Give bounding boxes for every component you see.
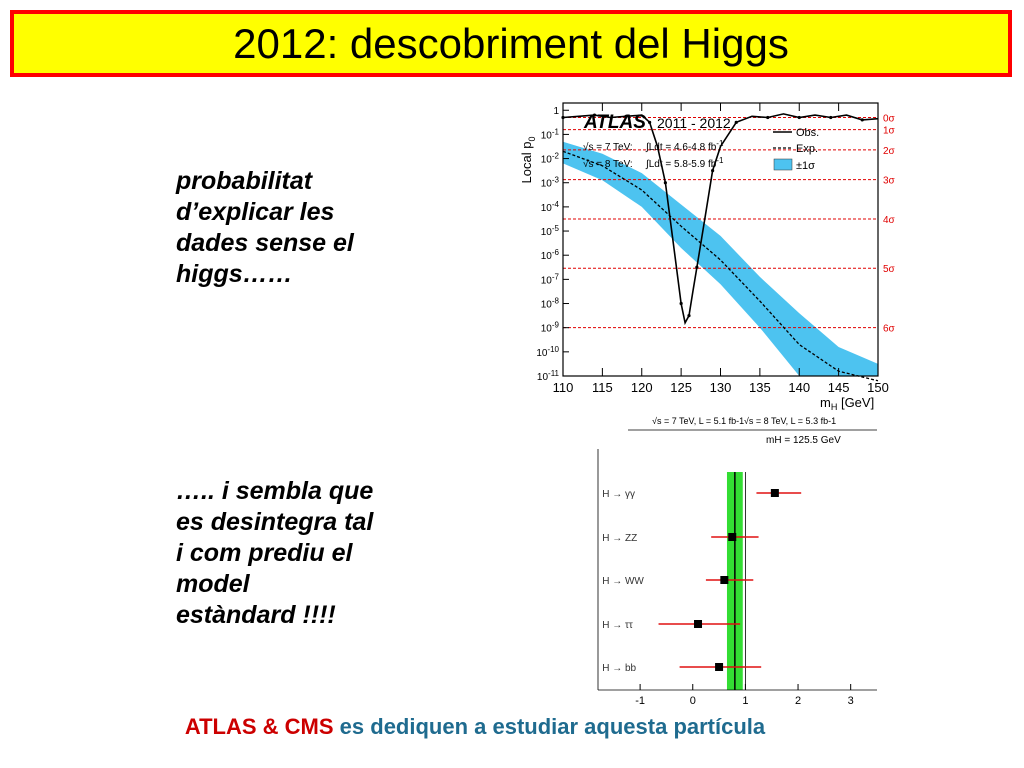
x-tick-label: 0 [690, 695, 696, 707]
observed-point [687, 314, 691, 318]
measurement-point [694, 620, 703, 628]
x-axis-label: mH [GeV] [820, 395, 874, 412]
mu-chart: √s = 7 TeV, L = 5.1 fb-1 √s = 8 TeV, L = … [597, 416, 877, 707]
y-tick-label: 10-5 [541, 224, 560, 238]
observed-point [624, 114, 628, 118]
observed-point [695, 265, 699, 269]
legend-exp-label: Exp. [796, 143, 818, 155]
y-tick-label: 10-1 [541, 127, 560, 141]
text-line: higgs…… [176, 260, 293, 288]
legend-obs-label: Obs. [796, 127, 819, 139]
x-tick-label: 3 [848, 695, 854, 707]
observed-point [766, 115, 770, 120]
x-tick-label: 140 [788, 380, 810, 395]
measurement-point [728, 533, 737, 541]
x-tick-label: 130 [710, 380, 732, 395]
lumi-label: ∫Ldt = 5.8-5.9 fb-1 [645, 156, 724, 170]
years-label: 2011 - 2012 [657, 115, 731, 131]
observed-line [562, 113, 879, 326]
x-tick-label: 145 [828, 380, 850, 395]
y-tick-label: 1 [553, 106, 559, 117]
x-tick-label: 135 [749, 380, 771, 395]
text-line: model [176, 570, 250, 598]
text-line: estàndard !!!! [176, 601, 336, 629]
observed-point [648, 120, 652, 124]
y-tick-label: 10-4 [541, 200, 560, 214]
footer-caption: ATLAS & CMS es dediquen a estudiar aques… [0, 714, 950, 740]
y-tick-label: 10-7 [541, 272, 560, 286]
text-block-decays: ….. i sembla que es desintegra tal i com p… [176, 476, 373, 631]
channel-label: H → γγ [602, 489, 635, 500]
x-tick-label: 125 [670, 380, 692, 395]
observed-point [734, 120, 738, 124]
mass-label: mH = 125.5 GeV [766, 435, 841, 446]
footer-text: es dediquen a estudiar aquesta partícula [339, 714, 766, 739]
measurement-point [715, 663, 724, 671]
x-tick-label: -1 [635, 695, 645, 707]
header-right: √s = 8 TeV, L = 5.3 fb-1 [744, 416, 836, 426]
energy-label: √s = 8 TeV: [583, 158, 633, 170]
text-line: ….. i sembla que [176, 477, 374, 505]
slide-title: 2012: descobriment del Higgs [233, 19, 789, 67]
observed-point [663, 181, 667, 185]
x-tick-label: 115 [592, 380, 613, 395]
energy-label: √s = 7 TeV: [583, 141, 633, 153]
sigma-label: 3σ [883, 176, 896, 187]
x-tick-label: 110 [553, 380, 574, 395]
sigma-label: 1σ [883, 126, 896, 137]
sigma-label: 6σ [883, 324, 896, 335]
y-axis-label: Local p0 [519, 137, 537, 184]
observed-point [679, 301, 683, 306]
observed-point [797, 115, 801, 120]
x-tick-label: 2 [795, 695, 801, 707]
y-tick-label: 10-11 [537, 369, 560, 383]
title-box: 2012: descobriment del Higgs [10, 10, 1012, 77]
y-tick-label: 10-2 [541, 152, 560, 166]
y-tick-label: 10-8 [541, 297, 560, 311]
observed-point [592, 113, 597, 117]
x-tick-label: 1 [742, 695, 748, 707]
experiment-label: ATLAS [583, 112, 646, 133]
header-left: √s = 7 TeV, L = 5.1 fb-1 [652, 416, 744, 426]
x-tick-label: 150 [867, 380, 889, 395]
text-block-probability: probabilitat d’explicar les dades sense el… [176, 166, 354, 290]
channel-label: H → ττ [602, 620, 633, 631]
y-tick-label: 10-9 [541, 321, 560, 335]
observed-point [711, 169, 715, 173]
text-line: i com prediu el [176, 539, 353, 567]
lumi-label: ∫Ldt = 4.6-4.8 fb-1 [645, 139, 724, 153]
channel-label: H → bb [602, 663, 636, 674]
sigma-label: 2σ [883, 146, 896, 157]
sigma-label: 0σ [883, 114, 896, 125]
sigma-label: 4σ [883, 215, 896, 226]
observed-point [860, 118, 864, 122]
y-tick-label: 10-10 [536, 345, 559, 359]
legend-band-label: ±1σ [796, 160, 815, 172]
y-tick-label: 10-3 [541, 176, 560, 190]
measurement-point [770, 489, 779, 497]
x-tick-label: 120 [631, 380, 653, 395]
observed-point [829, 115, 833, 120]
channel-label: H → WW [602, 576, 644, 587]
legend-band-swatch [773, 158, 793, 171]
y-tick-label: 10-6 [541, 248, 560, 262]
sigma-label: 5σ [883, 264, 896, 275]
text-line: probabilitat [176, 167, 313, 195]
expected-line [562, 150, 879, 382]
expected-band [563, 141, 878, 376]
footer-highlight: ATLAS & CMS [184, 714, 334, 739]
channel-label: H → ZZ [602, 533, 637, 544]
text-line: d’explicar les [176, 198, 335, 226]
text-line: es desintegra tal [176, 508, 374, 536]
text-line: dades sense el [176, 229, 354, 257]
measurement-point [720, 576, 729, 584]
